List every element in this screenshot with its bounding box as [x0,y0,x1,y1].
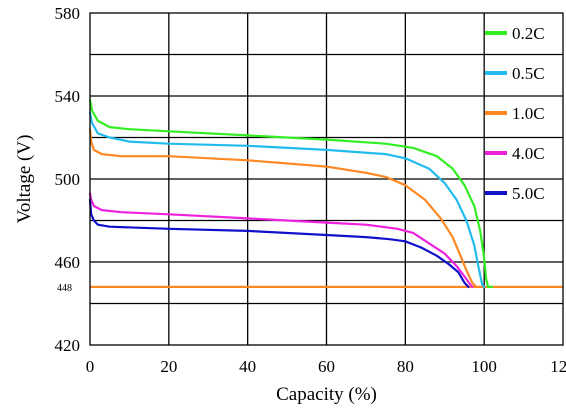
x-tick-label: 40 [239,357,256,376]
series-line-4.0C [88,192,474,288]
y-tick-label: 420 [55,336,81,355]
legend-label: 0.5C [512,64,545,83]
y-tick-label: 580 [55,4,81,23]
series-line-0.5C [88,111,486,288]
grid [90,13,563,345]
series-layer [88,99,494,288]
x-axis-label: Capacity (%) [276,384,377,405]
legend-label: 5.0C [512,184,545,203]
series-line-1.0C [88,128,478,288]
y-tick-label: 540 [55,87,81,106]
x-tick-label: 100 [471,357,497,376]
series-line-5.0C [88,198,470,288]
legend-label: 0.2C [512,24,545,43]
y-tick-label-extra: 448 [57,283,72,294]
x-tick-label: 20 [160,357,177,376]
x-tick-label: 0 [86,357,95,376]
x-tick-label: 60 [318,357,335,376]
y-tick-label: 500 [55,170,81,189]
series-line-0.2C [88,99,494,288]
plot-frame [89,12,564,346]
legend: 0.2C 0.5C 1.0C 4.0C 5.0C [485,24,545,203]
x-tick-label: 120 [550,357,566,376]
y-axis-label: Voltage (V) [14,135,35,224]
y-tick-label: 460 [55,253,81,272]
legend-label: 1.0C [512,104,545,123]
tick-labels: 0 20 40 60 80 100 120 420 460 500 540 580 448 [55,4,566,376]
x-tick-label: 80 [397,357,414,376]
legend-label: 4.0C [512,144,545,163]
